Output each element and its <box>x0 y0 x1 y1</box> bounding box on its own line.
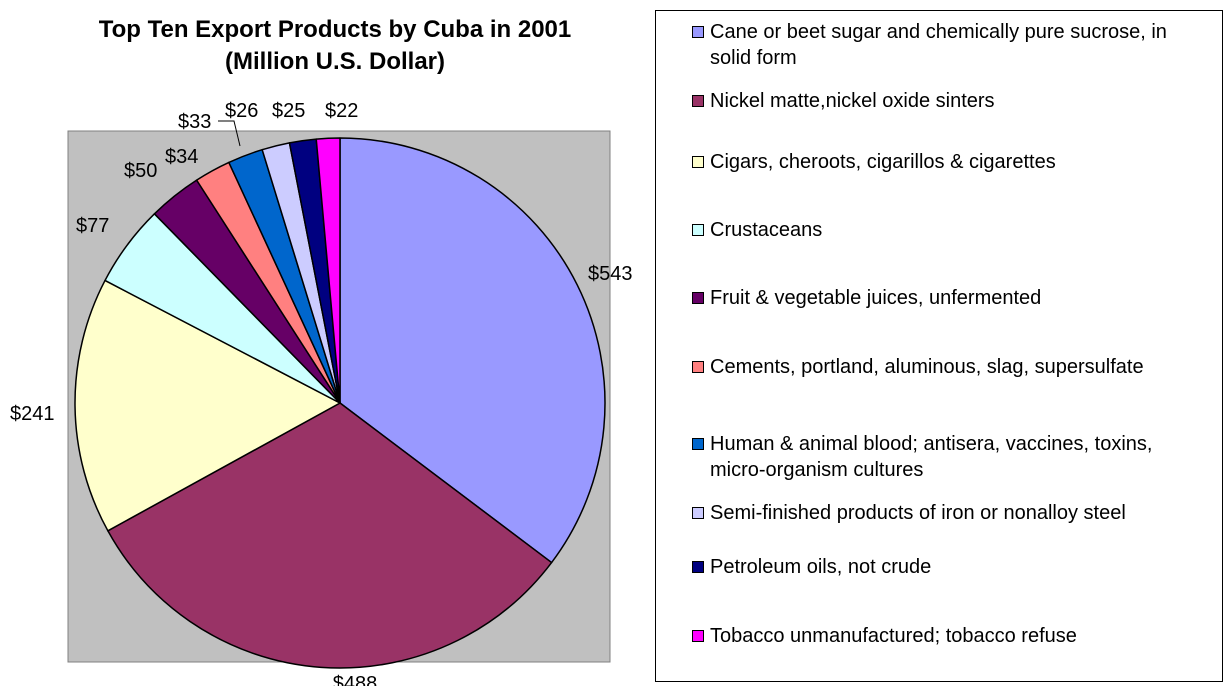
legend-swatch <box>692 292 704 304</box>
data-labels: $543 $488 $241 $77 $50 $34 $33 $26 $25 $22 <box>10 100 633 686</box>
legend-swatch <box>692 507 704 519</box>
legend-swatch <box>692 561 704 573</box>
legend-swatch <box>692 630 704 642</box>
chart-title: Top Ten Export Products by Cuba in 2001 … <box>20 14 650 78</box>
pie-slices <box>74 137 606 669</box>
legend-label: Cements, portland, aluminous, slag, supe… <box>710 356 1144 378</box>
legend-label: Cane or beet sugar and chemically pure s… <box>710 21 1167 69</box>
legend-label: Petroleum oils, not crude <box>710 556 932 578</box>
data-label: $33 <box>178 111 211 133</box>
data-label: $50 <box>124 160 157 182</box>
legend-label: Crustaceans <box>710 219 823 241</box>
legend-swatch <box>692 156 704 168</box>
data-label: $488 <box>333 673 378 686</box>
legend: Cane or beet sugar and chemically pure s… <box>655 10 1223 682</box>
legend-label: Nickel matte,nickel oxide sinters <box>710 90 995 112</box>
leader-lines <box>218 120 241 147</box>
chart-title-line-2: (Million U.S. Dollar) <box>225 48 445 75</box>
pie-slice <box>107 402 553 669</box>
legend-swatch <box>692 95 704 107</box>
chart-title-line-1: Top Ten Export Products by Cuba in 2001 <box>98 16 572 43</box>
data-label: $543 <box>588 263 633 285</box>
legend-swatch <box>692 438 704 450</box>
data-label: $241 <box>10 403 55 425</box>
legend-label: Tobacco unmanufactured; tobacco refuse <box>710 625 1077 647</box>
legend-label: Fruit & vegetable juices, unfermented <box>710 287 1042 309</box>
pie-slice <box>74 279 341 532</box>
data-label: $26 <box>225 100 258 122</box>
pie-slice <box>339 137 606 564</box>
legend-label: Semi-finished products of iron or nonall… <box>710 502 1126 524</box>
legend-label: Human & animal blood; antisera, vaccines… <box>710 433 1153 481</box>
legend-swatch <box>692 26 704 38</box>
legend-label: Cigars, cheroots, cigarillos & cigarette… <box>710 151 1056 173</box>
pie-slice <box>315 137 341 404</box>
pie-chart: $543 $488 $241 $77 $50 $34 $33 $26 $25 $22 <box>10 100 633 686</box>
leader-line <box>218 120 241 147</box>
legend-swatch <box>692 224 704 236</box>
data-label: $22 <box>325 100 358 122</box>
legend-swatch <box>692 361 704 373</box>
data-label: $34 <box>165 146 198 168</box>
data-label: $25 <box>272 100 305 122</box>
data-label: $77 <box>76 215 109 237</box>
